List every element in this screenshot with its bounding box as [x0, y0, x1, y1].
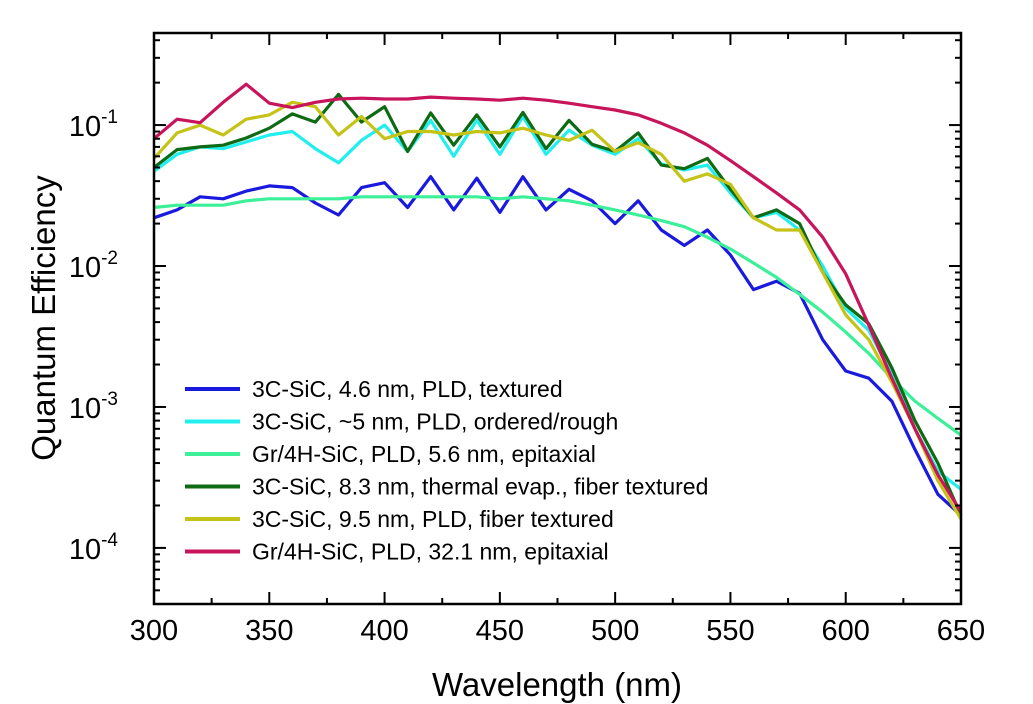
y-tick-label: 10-3 — [69, 389, 118, 425]
y-tick-label: 10-1 — [69, 107, 118, 143]
x-tick-label: 650 — [937, 615, 985, 647]
legend-item: 3C-SiC, 9.5 nm, PLD, fiber textured — [185, 506, 614, 532]
legend: 3C-SiC, 4.6 nm, PLD, textured 3C-SiC, ~5 … — [185, 376, 708, 565]
x-axis-title: Wavelength (nm) — [432, 666, 682, 703]
x-tick-label: 350 — [245, 615, 293, 647]
x-tick-label: 600 — [822, 615, 870, 647]
y-tick-label: 10-4 — [69, 530, 119, 566]
legend-label: Gr/4H-SiC, PLD, 5.6 nm, epitaxial — [252, 441, 596, 467]
legend-item: Gr/4H-SiC, PLD, 32.1 nm, epitaxial — [185, 539, 609, 565]
axis-ticks — [153, 33, 962, 605]
x-tick-label: 300 — [130, 615, 178, 647]
series-line-3 — [153, 195, 962, 437]
legend-label: 3C-SiC, 4.6 nm, PLD, textured — [252, 376, 563, 402]
legend-item: 3C-SiC, 8.3 nm, thermal evap., fiber tex… — [185, 474, 708, 500]
tick-labels: 300 350 400 450 500 550 600 650 10-1 10-2 10-3 10-4 — [69, 107, 985, 647]
plot-lines — [152, 82, 963, 520]
x-tick-label: 550 — [706, 615, 754, 647]
legend-label: Gr/4H-SiC, PLD, 32.1 nm, epitaxial — [252, 539, 609, 565]
y-tick-label: 10-2 — [69, 248, 118, 284]
x-tick-label: 500 — [591, 615, 639, 647]
series-line-6 — [152, 82, 963, 513]
legend-item: 3C-SiC, 4.6 nm, PLD, textured — [185, 376, 563, 402]
x-tick-label: 400 — [360, 615, 408, 647]
legend-item: Gr/4H-SiC, PLD, 5.6 nm, epitaxial — [185, 441, 596, 467]
series-line-5 — [152, 100, 963, 520]
x-tick-label: 450 — [476, 615, 524, 647]
legend-label: 3C-SiC, 9.5 nm, PLD, fiber textured — [252, 506, 614, 532]
legend-item: 3C-SiC, ~5 nm, PLD, ordered/rough — [185, 409, 618, 435]
legend-label: 3C-SiC, ~5 nm, PLD, ordered/rough — [252, 409, 618, 435]
legend-label: 3C-SiC, 8.3 nm, thermal evap., fiber tex… — [252, 474, 708, 500]
series-line-2 — [153, 114, 962, 491]
y-axis-title: Quantum Efficiency — [25, 175, 62, 461]
